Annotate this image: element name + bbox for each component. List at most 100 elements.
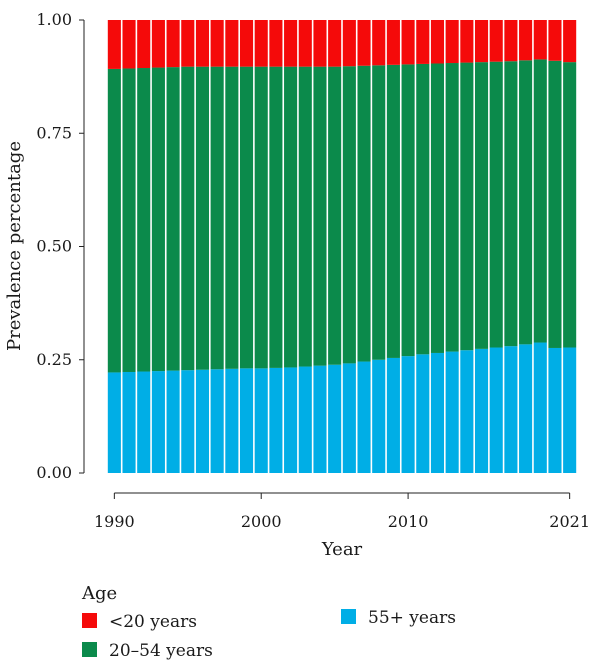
bar-stack-1999 [239,20,254,473]
bar-2018-series-2 [519,20,533,61]
bar-1994-series-0 [166,370,180,473]
bar-1999-series-1 [239,66,254,369]
bar-stack-2003 [298,20,312,473]
bar-stack-2020 [548,20,562,473]
bar-1998-series-0 [225,368,239,473]
legend-item: 20–54 years [82,641,213,661]
bar-stack-1992 [137,20,151,473]
bar-2003-series-1 [298,66,312,367]
bar-1993-series-2 [151,20,165,68]
bar-stack-2013 [445,20,459,473]
bar-2021-series-1 [563,62,577,348]
bar-2000-series-2 [254,20,268,67]
bar-2000-series-0 [254,368,268,473]
bar-1999-series-2 [239,20,254,67]
bar-2002-series-1 [284,66,298,368]
bar-2013-series-1 [445,63,459,352]
x-tick-label: 2021 [549,512,590,531]
bar-2012-series-2 [430,20,445,64]
bar-stack-2018 [519,20,533,473]
bar-stack-2012 [430,20,445,473]
bar-stack-2008 [372,20,386,473]
bar-2005-series-1 [328,66,342,365]
x-axis: 1990 2000 2010 2021 [94,492,590,531]
bar-2001-series-0 [269,367,283,473]
bar-stack-1996 [195,20,210,473]
legend-swatch [341,609,356,624]
y-tick-label: 0.50 [36,237,72,256]
bar-1998-series-1 [225,66,239,369]
bar-2011-series-2 [416,20,430,64]
bar-1996-series-0 [195,369,210,473]
bar-1991-series-2 [122,20,136,69]
bar-2014-series-1 [460,62,474,351]
bar-2010-series-1 [401,64,415,357]
bar-2010-series-0 [401,356,415,473]
bar-2016-series-2 [489,20,503,62]
legend-title: Age [81,583,117,604]
legend-item: <20 years [82,612,197,632]
bar-2004-series-2 [313,20,327,67]
bar-2017-series-2 [504,20,518,62]
bar-stack-1997 [210,20,224,473]
legend-items: <20 years 20–54 years 55+ years [82,608,456,661]
bar-stack-1993 [151,20,165,473]
bar-2021-series-0 [563,347,577,473]
bar-2017-series-1 [504,61,518,347]
bar-stack-2000 [254,20,268,473]
bar-1996-series-1 [195,66,210,370]
bar-2011-series-0 [416,354,430,473]
bar-2002-series-2 [284,20,298,67]
legend-label: 55+ years [368,608,456,628]
bar-1992-series-2 [137,20,151,69]
bar-2000-series-1 [254,66,268,369]
bar-1990-series-0 [107,372,121,473]
bar-1993-series-0 [151,371,165,473]
bar-1995-series-0 [181,370,195,473]
bar-stack-2004 [313,20,327,473]
bar-2004-series-0 [313,365,327,473]
bar-stack-2015 [474,20,489,473]
bar-2006-series-2 [342,20,356,67]
bar-2014-series-2 [460,20,474,63]
bar-stack-1995 [181,20,195,473]
x-tick-label: 2000 [241,512,282,531]
bar-stack-2002 [284,20,298,473]
bar-stack-1991 [122,20,136,473]
bar-2013-series-0 [445,351,459,473]
plot-area [107,20,577,473]
bar-2018-series-0 [519,344,533,473]
bar-2006-series-1 [342,66,356,364]
bar-2012-series-0 [430,352,445,473]
y-tick-label: 0.25 [36,350,72,369]
bar-1997-series-1 [210,66,224,370]
bar-2019-series-2 [533,20,547,60]
bar-stack-1990 [107,20,121,473]
bar-2010-series-2 [401,20,415,65]
bar-2009-series-0 [386,357,400,473]
bar-1991-series-0 [122,371,136,473]
bar-1996-series-2 [195,20,210,67]
x-tick-label: 2010 [388,512,429,531]
bar-1997-series-0 [210,369,224,473]
y-tick-label: 0.00 [36,463,72,482]
bar-2019-series-1 [533,59,547,343]
y-axis: 0.00 0.25 0.50 0.75 1.00 [36,10,85,482]
bar-stack-2014 [460,20,474,473]
bar-stack-2017 [504,20,518,473]
bar-1994-series-2 [166,20,180,68]
bar-2013-series-2 [445,20,459,64]
bar-stack-2007 [357,20,371,473]
x-axis-title: Year [321,539,363,560]
bar-2004-series-1 [313,66,327,366]
bar-2007-series-2 [357,20,371,66]
bar-2019-series-0 [533,342,547,473]
bar-1995-series-2 [181,20,195,67]
legend-swatch [82,642,97,657]
bar-stack-2021 [563,20,577,473]
bar-1990-series-2 [107,20,121,69]
bar-2006-series-0 [342,363,356,473]
bar-1998-series-2 [225,20,239,67]
bar-stack-1998 [225,20,239,473]
bar-2016-series-1 [489,61,503,348]
